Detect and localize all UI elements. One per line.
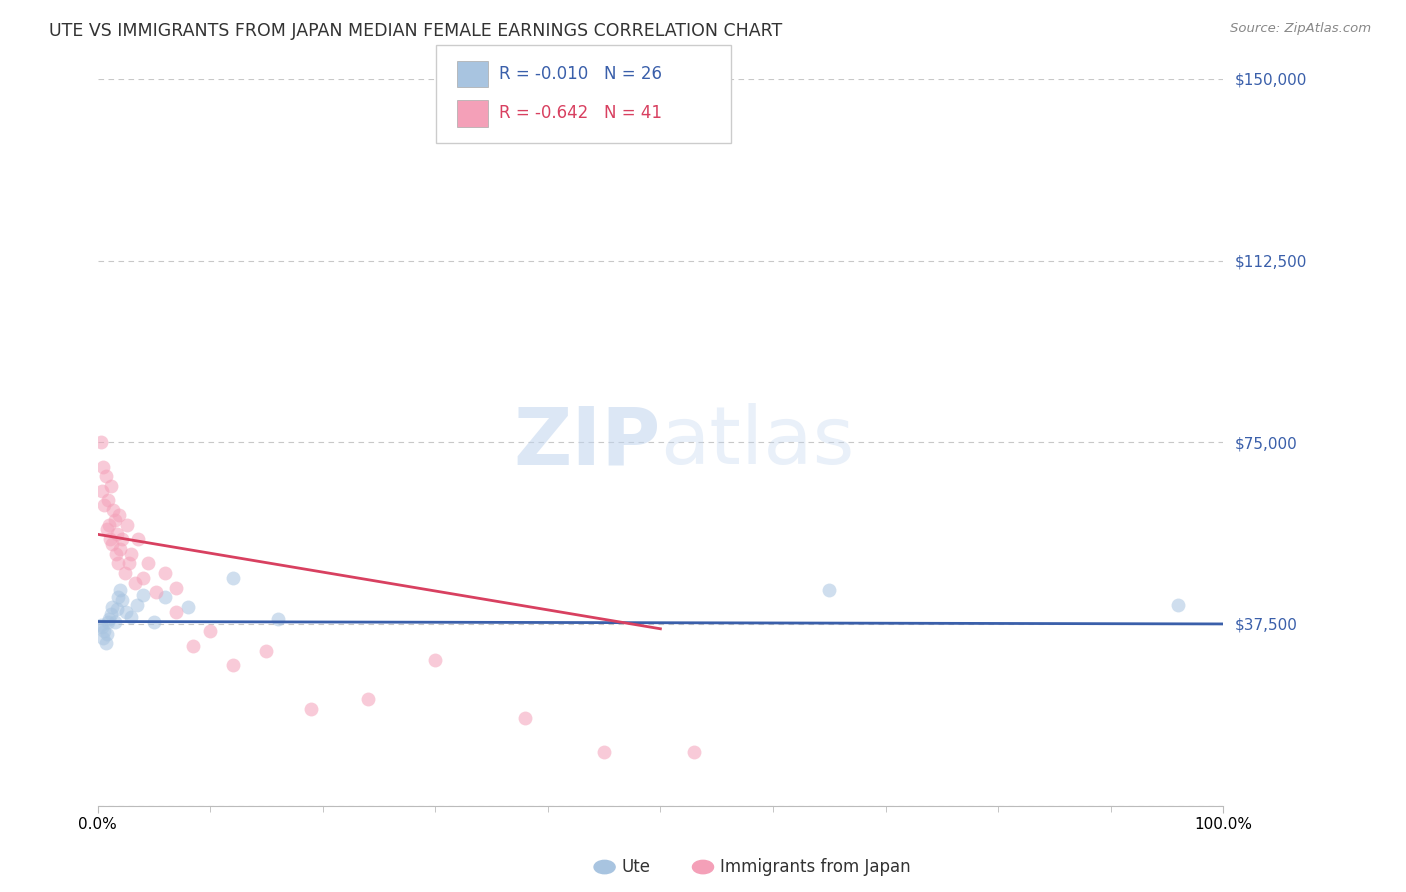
Point: [90, 435, 112, 450]
Point: [94, 469, 117, 483]
Point: [425, 653, 447, 667]
Point: [105, 602, 128, 616]
Point: [301, 702, 323, 716]
Point: [97, 493, 120, 508]
Text: UTE VS IMMIGRANTS FROM JAPAN MEDIAN FEMALE EARNINGS CORRELATION CHART: UTE VS IMMIGRANTS FROM JAPAN MEDIAN FEMA…: [49, 22, 783, 40]
Text: Source: ZipAtlas.com: Source: ZipAtlas.com: [1230, 22, 1371, 36]
Point: [818, 582, 841, 597]
Point: [115, 517, 138, 532]
Point: [118, 557, 141, 571]
Point: [107, 557, 129, 571]
Point: [108, 582, 131, 597]
Point: [136, 557, 159, 571]
Point: [105, 527, 128, 541]
Point: [131, 588, 153, 602]
Point: [96, 523, 118, 537]
Point: [114, 566, 136, 580]
Point: [98, 532, 121, 546]
Point: [104, 547, 127, 561]
Point: [176, 599, 198, 614]
Point: [267, 612, 290, 626]
Point: [100, 607, 122, 622]
Point: [93, 498, 115, 512]
Text: Ute: Ute: [621, 858, 651, 876]
Point: [515, 711, 537, 725]
Point: [131, 571, 153, 585]
Point: [97, 615, 120, 630]
Point: [165, 581, 187, 595]
Point: [256, 643, 278, 657]
Point: [107, 591, 129, 605]
Point: [145, 585, 167, 599]
Point: [198, 624, 221, 639]
Point: [111, 532, 134, 546]
Point: [90, 618, 112, 632]
Point: [165, 605, 187, 619]
Point: [120, 609, 142, 624]
Point: [103, 615, 125, 629]
Point: [96, 626, 118, 640]
Point: [103, 513, 125, 527]
Point: [91, 632, 114, 646]
Point: [222, 658, 245, 673]
Point: [93, 624, 115, 639]
Point: [124, 575, 146, 590]
Point: [97, 612, 120, 626]
Text: R = -0.642   N = 41: R = -0.642 N = 41: [499, 104, 662, 122]
Point: [181, 639, 204, 653]
Point: [108, 541, 131, 556]
Point: [120, 547, 142, 561]
Point: [101, 537, 124, 551]
Point: [103, 503, 125, 517]
Point: [222, 571, 245, 585]
Point: [593, 745, 616, 759]
Point: [153, 566, 176, 580]
Point: [114, 605, 136, 619]
Point: [91, 483, 114, 498]
Point: [97, 517, 120, 532]
Point: [100, 479, 122, 493]
Point: [1167, 598, 1189, 612]
Text: Immigrants from Japan: Immigrants from Japan: [720, 858, 911, 876]
Text: R = -0.010   N = 26: R = -0.010 N = 26: [499, 65, 662, 83]
Point: [357, 692, 380, 706]
Point: [91, 620, 114, 634]
Point: [125, 598, 148, 612]
Point: [683, 745, 706, 759]
Point: [111, 592, 134, 607]
Text: ZIP: ZIP: [513, 403, 661, 482]
Point: [142, 615, 165, 629]
Point: [108, 508, 131, 522]
Point: [91, 459, 114, 474]
Point: [153, 591, 176, 605]
Point: [127, 532, 149, 546]
Text: atlas: atlas: [661, 403, 855, 482]
Point: [101, 599, 124, 614]
Point: [94, 636, 117, 650]
